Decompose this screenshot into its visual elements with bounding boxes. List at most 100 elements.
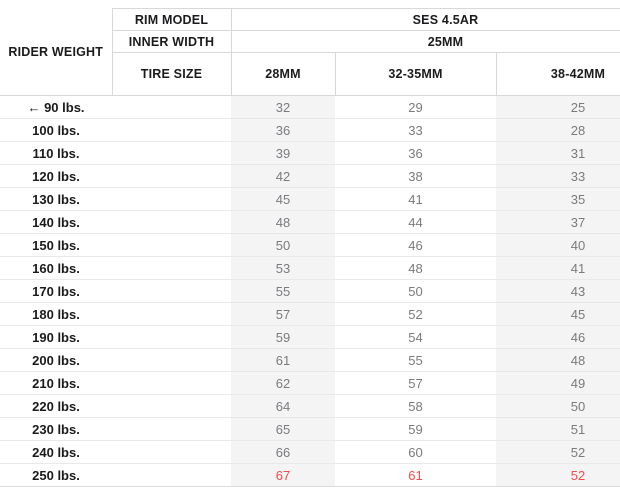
tire-size-spacer-cell [112,325,231,349]
rider-weight-cell: 150 lbs. [0,233,112,257]
tire-size-spacer-cell [112,394,231,418]
psi-cell: 61 [335,463,496,487]
psi-cell: 60 [335,440,496,464]
rim-model-value: SES 4.5AR [230,8,620,31]
psi-cell: 37 [496,210,620,234]
psi-cell: 50 [335,279,496,303]
tire-size-row: TIRE SIZE 28MM 32-35MM 38-42MM [0,52,620,96]
psi-cell: 46 [496,325,620,349]
tire-size-spacer-cell [112,164,231,188]
psi-cell: 33 [496,164,620,188]
rider-weight-label: 240 lbs. [32,444,80,460]
tire-size-spacer-cell [112,371,231,395]
rider-weight-label: 100 lbs. [32,122,80,138]
psi-cell: 66 [231,440,335,464]
psi-cell: 40 [496,233,620,257]
rider-weight-label: 250 lbs. [32,467,80,483]
psi-cell: 45 [496,302,620,326]
rider-weight-header: RIDER WEIGHT [0,8,113,96]
rider-weight-label: 180 lbs. [32,306,80,322]
rider-weight-label: 110 lbs. [32,145,80,161]
rider-weight-cell: 250 lbs. [0,463,112,487]
psi-cell: 52 [335,302,496,326]
table-row: 140 lbs. 48 44 37 [0,210,620,234]
table-row: 110 lbs. 39 36 31 [0,141,620,165]
psi-cell: 51 [496,417,620,441]
rider-weight-cell: ← 90 lbs. [0,95,112,119]
table-row: 230 lbs. 65 59 51 [0,417,620,441]
rider-weight-cell: 190 lbs. [0,325,112,349]
rider-weight-label: 160 lbs. [32,260,80,276]
rider-weight-cell: 140 lbs. [0,210,112,234]
table-row: 210 lbs. 62 57 49 [0,371,620,395]
rider-weight-cell: 100 lbs. [0,118,112,142]
psi-cell: 48 [335,256,496,280]
rider-weight-cell: 110 lbs. [0,141,112,165]
psi-cell: 46 [335,233,496,257]
tire-size-spacer-cell [112,187,231,211]
psi-cell: 59 [335,417,496,441]
rider-weight-cell: 220 lbs. [0,394,112,418]
left-arrow-icon: ← [27,99,45,115]
rider-weight-label: 190 lbs. [32,329,80,345]
rider-weight-cell: 130 lbs. [0,187,112,211]
rider-weight-cell: 120 lbs. [0,164,112,188]
psi-cell: 55 [335,348,496,372]
rider-weight-cell: 230 lbs. [0,417,112,441]
psi-cell: 36 [231,118,335,142]
psi-cell: 57 [335,371,496,395]
psi-cell: 43 [496,279,620,303]
psi-cell: 61 [231,348,335,372]
tire-size-column-32-35mm: 32-35MM [334,52,497,96]
tire-size-spacer-cell [112,256,231,280]
psi-cell: 38 [335,164,496,188]
psi-cell: 62 [231,371,335,395]
tire-size-spacer-cell [112,302,231,326]
psi-cell: 53 [231,256,335,280]
psi-cell: 41 [496,256,620,280]
rider-weight-cell: 200 lbs. [0,348,112,372]
rider-weight-label: 200 lbs. [32,352,80,368]
table-row: 180 lbs. 57 52 45 [0,302,620,326]
pressure-table-body: ← 90 lbs. 32 29 25 100 lbs. 36 33 28 110 lbs. 39 3… [0,95,620,487]
tire-size-spacer-cell [112,440,231,464]
table-row: 220 lbs. 64 58 50 [0,394,620,418]
psi-cell: 36 [335,141,496,165]
psi-cell: 44 [335,210,496,234]
tire-size-spacer-cell [112,141,231,165]
table-row: 200 lbs. 61 55 48 [0,348,620,372]
psi-cell: 39 [231,141,335,165]
table-row: 130 lbs. 45 41 35 [0,187,620,211]
psi-cell: 55 [231,279,335,303]
rider-weight-label: 130 lbs. [32,191,80,207]
psi-cell: 45 [231,187,335,211]
tire-size-spacer-cell [112,233,231,257]
table-row: 160 lbs. 53 48 41 [0,256,620,280]
rider-weight-label: 140 lbs. [32,214,80,230]
rider-weight-label: 150 lbs. [32,237,80,253]
psi-cell: 33 [335,118,496,142]
table-row: 170 lbs. 55 50 43 [0,279,620,303]
psi-cell: 58 [335,394,496,418]
psi-cell: 41 [335,187,496,211]
table-row: 190 lbs. 59 54 46 [0,325,620,349]
table-row: ← 90 lbs. 32 29 25 [0,95,620,119]
psi-cell: 64 [231,394,335,418]
psi-cell: 50 [231,233,335,257]
rider-weight-label: 230 lbs. [32,421,80,437]
inner-width-label: INNER WIDTH [111,30,232,53]
tire-size-spacer-cell [112,118,231,142]
tire-size-spacer-cell [112,417,231,441]
rider-weight-label: 90 lbs. [44,99,85,115]
inner-width-value: 25MM [230,30,620,53]
psi-cell: 48 [496,348,620,372]
table-row: 150 lbs. 50 46 40 [0,233,620,257]
psi-cell: 59 [231,325,335,349]
rim-model-row: RIDER WEIGHT RIM MODEL SES 4.5AR [0,8,620,96]
tire-size-spacer-cell [112,210,231,234]
rider-weight-label: 170 lbs. [32,283,80,299]
psi-cell: 65 [231,417,335,441]
tire-size-header: TIRE SIZE [111,52,232,96]
tire-size-column-28mm: 28MM [230,52,336,96]
